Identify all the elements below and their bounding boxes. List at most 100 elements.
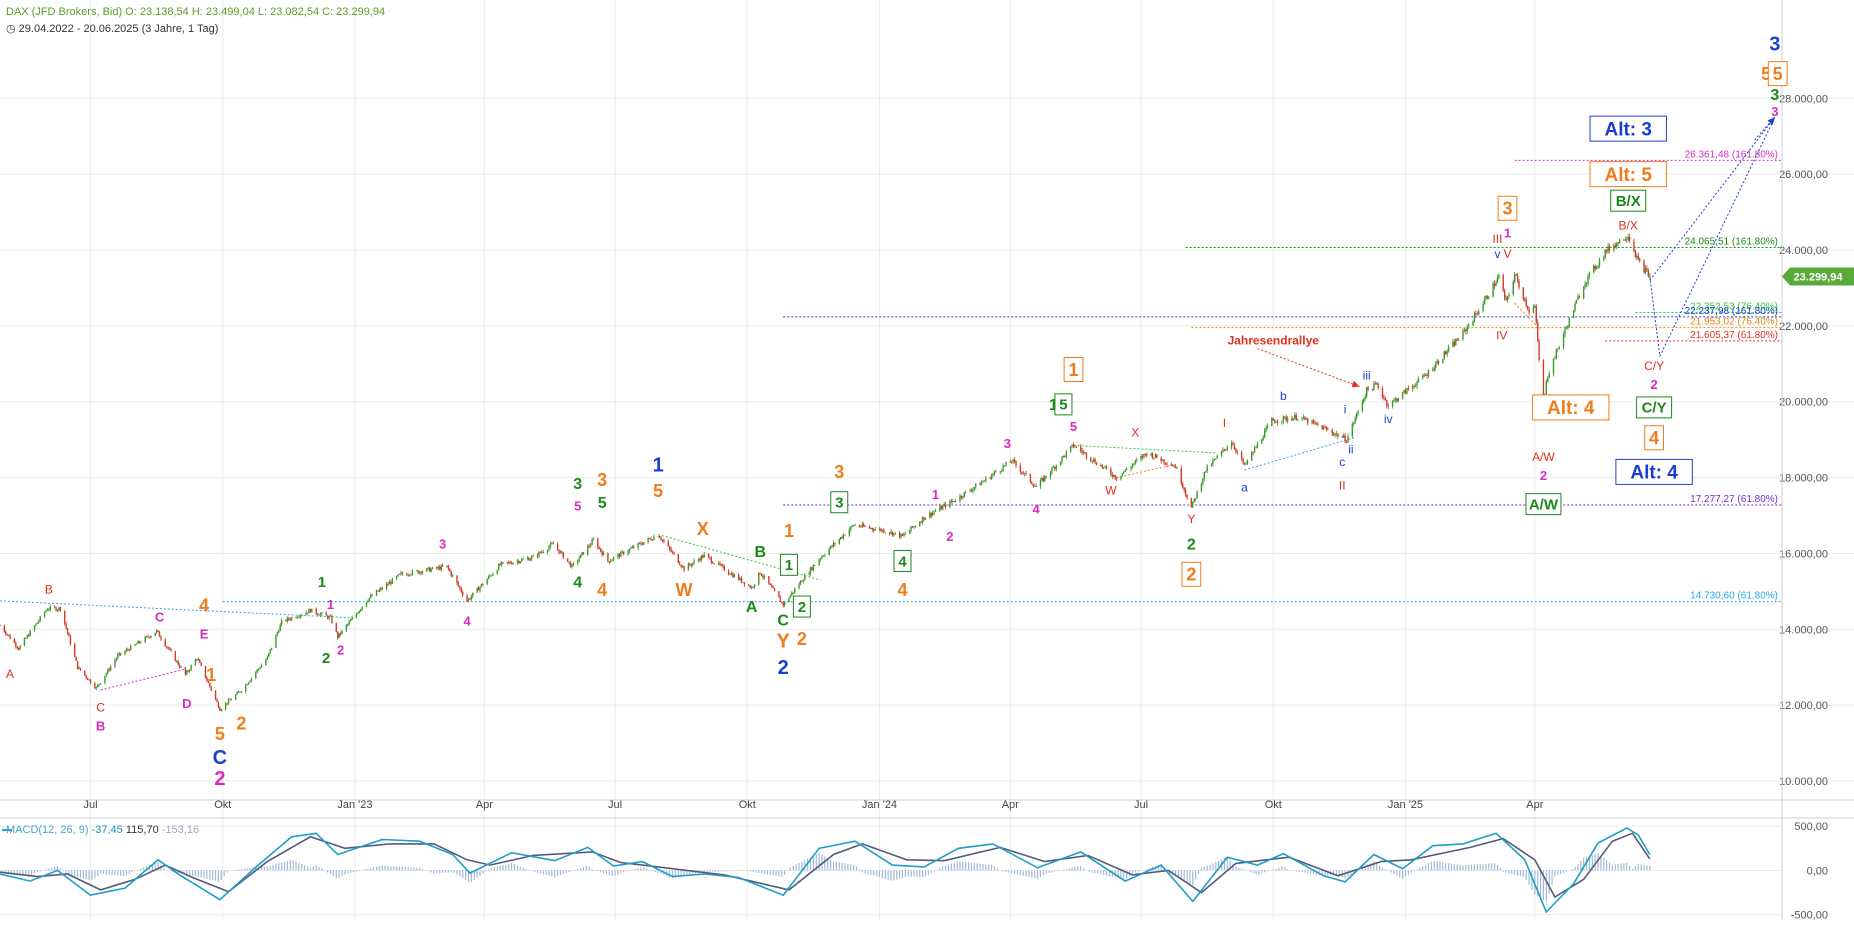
- candle-body: [482, 584, 483, 585]
- candle-body: [251, 678, 252, 681]
- candle-body: [298, 617, 299, 618]
- candle-body: [165, 639, 166, 646]
- macd-histogram-bar: [91, 870, 92, 879]
- x-tick-label: Jan '24: [862, 799, 897, 811]
- candle-body: [1231, 443, 1232, 447]
- macd-histogram-bar: [103, 870, 104, 874]
- x-tick-label: Okt: [1265, 799, 1282, 811]
- candle-body: [1030, 474, 1031, 482]
- candle-body: [1373, 383, 1374, 390]
- candle-body: [1232, 443, 1233, 445]
- macd-histogram-bar: [1100, 870, 1101, 874]
- fib-level-label: 21.953,02 (76.40%): [1690, 317, 1778, 328]
- candle-body: [337, 632, 338, 638]
- macd-histogram-bar: [1373, 861, 1374, 870]
- candle-body: [259, 668, 260, 669]
- candle-body: [1183, 488, 1184, 491]
- candle-body: [1150, 454, 1151, 456]
- candle-body: [14, 639, 15, 643]
- candle-body: [1120, 476, 1121, 479]
- candle-body: [691, 565, 692, 566]
- candle-body: [1132, 465, 1133, 467]
- candle-body: [1382, 388, 1383, 397]
- candle-body: [668, 542, 669, 547]
- candle-body: [527, 558, 528, 559]
- candle-body: [1474, 313, 1475, 321]
- macd-histogram-bar: [819, 853, 820, 871]
- macd-histogram-bar: [1077, 867, 1078, 871]
- candle-body: [74, 644, 75, 657]
- wave-label: 4: [897, 580, 907, 600]
- wave-label: 4: [573, 574, 582, 591]
- candles: [0, 234, 1650, 712]
- candle-body: [1589, 272, 1590, 275]
- macd-histogram-bar: [74, 870, 75, 876]
- fib-level-label: 22.237,98 (161.80%): [1685, 306, 1778, 317]
- candle-body: [317, 614, 318, 615]
- candle-body: [1153, 458, 1154, 459]
- macd-histogram-bar: [936, 870, 937, 871]
- macd-histogram-bar: [1034, 870, 1035, 878]
- macd-histogram-bar: [1307, 870, 1308, 873]
- candle-body: [275, 635, 276, 648]
- candle-body: [994, 472, 995, 474]
- macd-histogram-bar: [301, 864, 302, 870]
- candle-body: [1593, 266, 1594, 272]
- macd-histogram-bar: [747, 870, 748, 871]
- candle-body: [1214, 459, 1215, 460]
- macd-histogram-bar: [1276, 869, 1277, 871]
- macd-histogram-bar: [198, 870, 199, 877]
- candle-body: [708, 554, 709, 557]
- candle-body: [1434, 368, 1435, 370]
- candle-body: [597, 539, 598, 548]
- macd-histogram-bar: [1643, 865, 1644, 871]
- candle-body: [346, 625, 347, 630]
- candle-body: [1375, 383, 1376, 384]
- candle-body: [185, 667, 186, 674]
- macd-histogram-bar: [842, 863, 843, 871]
- candle-body: [870, 528, 871, 529]
- candle-body: [821, 556, 822, 558]
- candle-body: [1498, 275, 1499, 278]
- candle-body: [40, 616, 41, 620]
- macd-histogram-bar: [226, 870, 227, 872]
- macd-legend[interactable]: MACD(12, 26, 9) -37,45 115,70 -153,16: [6, 824, 199, 836]
- candle-body: [601, 551, 602, 555]
- macd-histogram-bar: [876, 870, 877, 876]
- candle-body: [267, 657, 268, 660]
- candle-body: [811, 567, 812, 570]
- candle-body: [1646, 268, 1647, 270]
- macd-histogram-bar: [410, 867, 411, 870]
- macd-histogram-bar: [1477, 864, 1478, 870]
- candle-body: [1327, 429, 1328, 430]
- macd-histogram-bar: [997, 869, 998, 871]
- candle-body: [1594, 266, 1595, 269]
- candle-body: [974, 487, 975, 489]
- candle-body: [5, 632, 6, 634]
- candle-body: [1636, 256, 1637, 257]
- candle-body: [1408, 388, 1409, 389]
- macd-histogram-bar: [853, 865, 854, 871]
- candle-body: [739, 578, 740, 580]
- y-tick-label: 22.000,00: [1779, 321, 1828, 333]
- candle-body: [104, 676, 105, 683]
- candle-body: [1525, 299, 1526, 305]
- macd-histogram-bar: [1106, 870, 1107, 875]
- macd-histogram-bar: [1396, 870, 1397, 875]
- candle-body: [486, 579, 487, 585]
- candle-body: [269, 650, 270, 654]
- macd-histogram-bar: [1391, 870, 1392, 872]
- candle-body: [1093, 459, 1094, 461]
- macd-histogram-bar: [540, 870, 541, 873]
- macd-histogram-bar: [281, 862, 282, 870]
- macd-histogram-bar: [867, 870, 868, 874]
- candle-body: [580, 554, 581, 558]
- macd-histogram-bar: [859, 869, 860, 870]
- candle-body: [157, 630, 158, 632]
- candle-body: [1163, 460, 1164, 463]
- candle-body: [1060, 462, 1061, 466]
- candle-body: [913, 526, 914, 527]
- wave-label: 3: [573, 476, 582, 493]
